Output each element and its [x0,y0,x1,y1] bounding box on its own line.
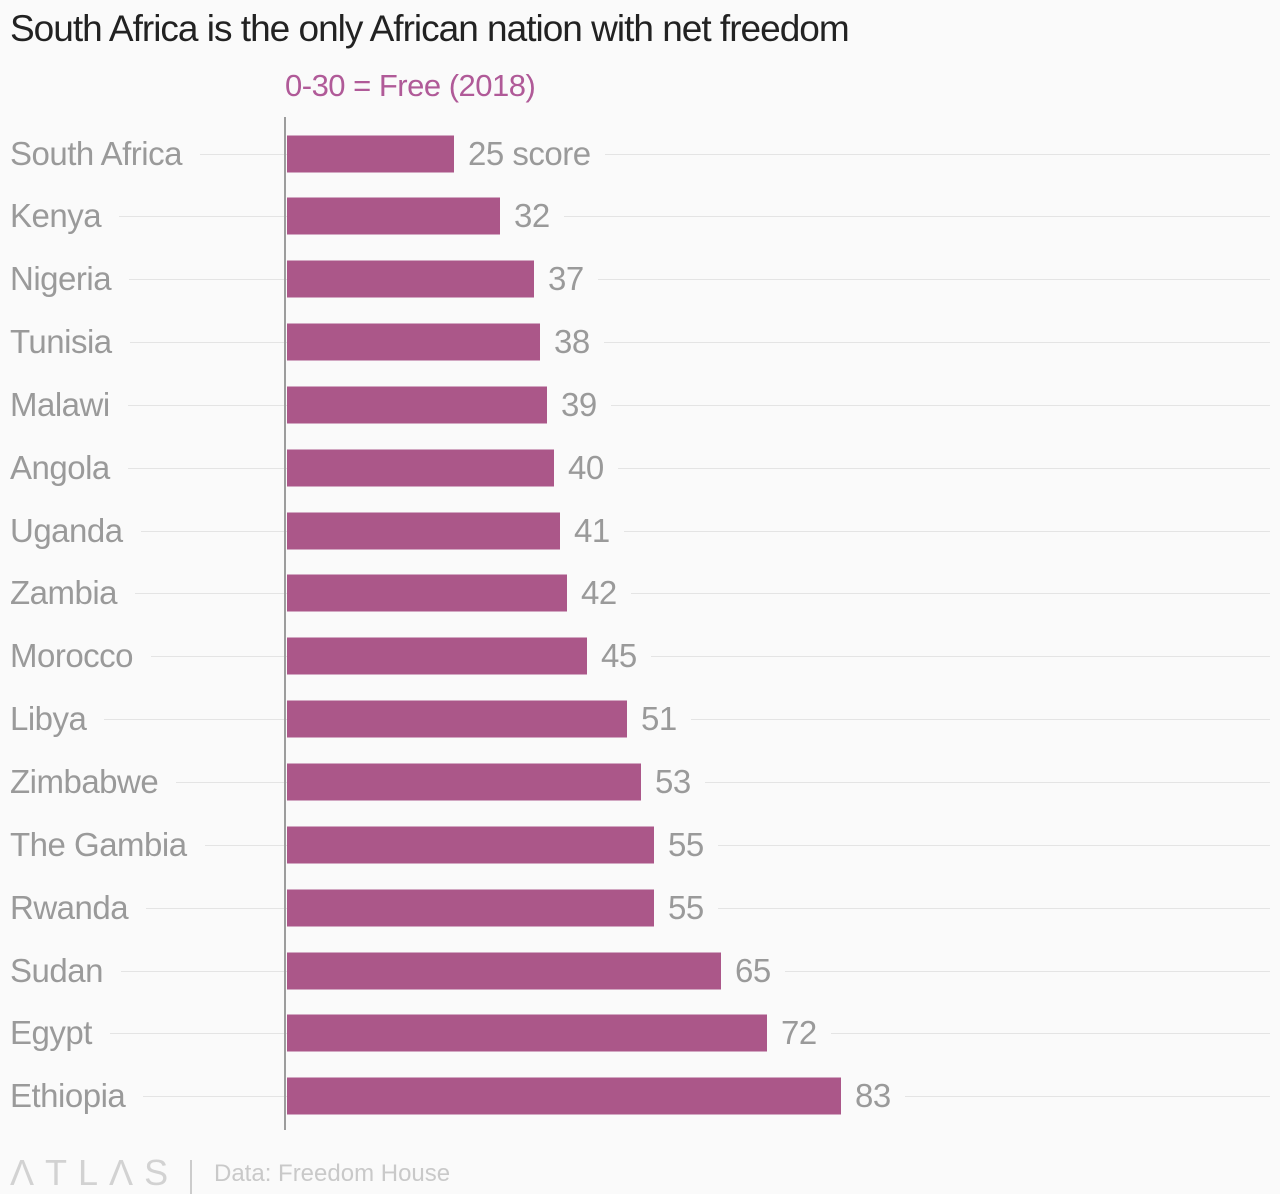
category-label: Sudan [10,952,121,989]
category-label: Angola [10,449,128,486]
row-gridline [10,467,1270,469]
category-label: Zimbabwe [10,763,177,801]
table-row: 55 The Gambia [0,813,1280,876]
value-label: 40 [554,449,618,486]
y-axis-line [284,117,286,1130]
value-label: 25 score [454,135,605,172]
bar [287,889,654,927]
value-label: 55 [654,889,718,926]
bar [287,260,534,298]
table-row: 72 Egypt [0,1002,1280,1065]
row-gridline [10,593,1270,595]
bar [287,574,567,612]
row-gridline [10,153,1270,155]
bar [287,449,554,487]
value-label: 37 [534,260,598,298]
table-row: 37 Nigeria [0,248,1280,311]
value-label: 39 [547,386,611,424]
chart-subtitle: 0-30 = Free (2018) [285,68,536,103]
bar [287,512,560,550]
value-label: 65 [721,952,785,989]
table-row: 25 score South Africa [0,122,1280,185]
value-label: 45 [587,637,651,675]
value-label: 55 [654,826,718,863]
row-gridline [10,530,1270,532]
chart-title: South Africa is the only African nation … [10,8,850,49]
value-label: 42 [567,574,631,612]
bar [287,323,540,361]
category-label: Uganda [10,512,141,549]
bar [287,637,587,675]
category-label: Malawi [10,386,128,424]
data-source-label: Data: Freedom House [214,1160,451,1187]
value-label: 32 [500,197,564,235]
value-label: 51 [627,700,691,738]
table-row: 55 Rwanda [0,876,1280,939]
value-label: 38 [540,323,604,361]
bar [287,1014,767,1052]
table-row: 65 Sudan [0,939,1280,1002]
bar [287,826,654,864]
table-row: 45 Morocco [0,625,1280,688]
table-row: 83 Ethiopia [0,1065,1280,1128]
bar [287,197,500,235]
category-label: South Africa [10,135,200,172]
category-label: Tunisia [10,323,130,361]
table-row: 32 Kenya [0,185,1280,248]
table-row: 38 Tunisia [0,311,1280,374]
category-label: Kenya [10,197,120,235]
category-label: Libya [10,700,105,738]
value-label: 53 [641,763,705,801]
bar [287,763,641,801]
category-label: Zambia [10,574,136,612]
category-label: The Gambia [10,826,205,863]
bar [287,700,627,738]
row-gridline [10,279,1270,281]
category-label: Rwanda [10,889,147,926]
value-label: 72 [767,1014,831,1052]
table-row: 39 Malawi [0,373,1280,436]
row-gridline [10,342,1270,344]
value-label: 83 [841,1077,905,1115]
table-row: 42 Zambia [0,562,1280,625]
bar [287,952,721,990]
table-row: 40 Angola [0,436,1280,499]
table-row: 41 Uganda [0,499,1280,562]
row-gridline [10,404,1270,406]
category-label: Egypt [10,1014,110,1052]
table-row: 53 Zimbabwe [0,751,1280,814]
category-label: Nigeria [10,260,130,298]
bar [287,1077,841,1115]
value-label: 41 [560,512,624,549]
table-row: 51 Libya [0,688,1280,751]
atlas-logo: ΛTLΛS [10,1152,180,1193]
footer-divider [190,1160,192,1194]
row-gridline [10,216,1270,218]
category-label: Morocco [10,637,152,675]
bar [287,135,454,172]
category-label: Ethiopia [10,1077,144,1115]
bar [287,386,547,424]
